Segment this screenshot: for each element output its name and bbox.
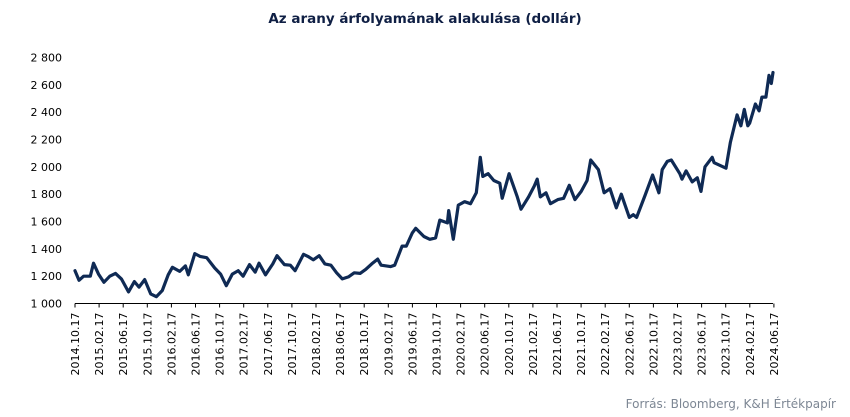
x-tick-label: 2019.02.17	[382, 313, 395, 376]
x-tick-label: 2023.02.17	[672, 313, 685, 376]
x-tick-label: 2019.06.17	[406, 313, 419, 376]
y-tick-label: 2 600	[31, 79, 63, 92]
x-tick-label: 2020.10.17	[503, 313, 516, 376]
x-axis-ticks: 2014.10.17 2015.02.17 2015.06.17 2015.10.17…	[69, 303, 781, 376]
y-tick-label: 1 000	[31, 298, 63, 311]
x-tick-label: 2016.06.17	[190, 313, 203, 376]
gold-price-line	[73, 70, 775, 299]
y-tick-label: 2 200	[31, 134, 63, 147]
x-tick-label: 2014.10.17	[69, 313, 82, 376]
x-tick-label: 2023.06.17	[696, 313, 709, 376]
x-tick-label: 2020.06.17	[479, 313, 492, 376]
x-tick-label: 2017.02.17	[238, 313, 251, 376]
y-tick-label: 1 600	[31, 216, 63, 229]
y-axis-ticks: 1 000 1 200 1 400 1 600 1 800 2 000 2 200 2 400…	[31, 52, 63, 311]
x-tick-label: 2022.06.17	[623, 313, 636, 376]
y-tick-label: 1 200	[31, 270, 63, 283]
y-tick-label: 2 000	[31, 161, 63, 174]
y-tick-label: 1 400	[31, 243, 63, 256]
x-tick-label: 2019.10.17	[431, 313, 444, 376]
chart-title: Az arany árfolyamának alakulása (dollár)	[268, 11, 582, 27]
x-tick-label: 2024.06.17	[768, 313, 781, 376]
x-tick-label: 2018.02.17	[310, 313, 323, 376]
source-note: Forrás: Bloomberg, K&H Értékpapír	[625, 397, 836, 411]
x-tick-label: 2024.02.17	[744, 313, 757, 376]
x-tick-label: 2017.06.17	[262, 313, 275, 376]
x-tick-label: 2023.10.17	[720, 313, 733, 376]
y-tick-label: 1 800	[31, 188, 63, 201]
x-tick-label: 2015.06.17	[117, 313, 130, 376]
x-tick-label: 2020.02.17	[455, 312, 468, 375]
x-tick-label: 2018.10.17	[358, 313, 371, 376]
y-tick-label: 2 800	[31, 52, 63, 65]
x-tick-label: 2016.02.17	[165, 313, 178, 376]
x-tick-label: 2022.02.17	[599, 313, 612, 376]
x-tick-label: 2016.10.17	[214, 313, 227, 376]
x-tick-label: 2015.02.17	[93, 313, 106, 376]
x-tick-label: 2017.10.17	[286, 313, 299, 376]
x-tick-label: 2015.10.17	[141, 313, 154, 376]
x-tick-label: 2021.06.17	[551, 313, 564, 376]
x-tick-label: 2021.02.17	[527, 313, 540, 376]
x-tick-label: 2021.10.17	[575, 313, 588, 376]
x-tick-label: 2018.06.17	[334, 313, 347, 376]
x-tick-label: 2022.10.17	[647, 313, 660, 376]
y-tick-label: 2 400	[31, 106, 63, 119]
